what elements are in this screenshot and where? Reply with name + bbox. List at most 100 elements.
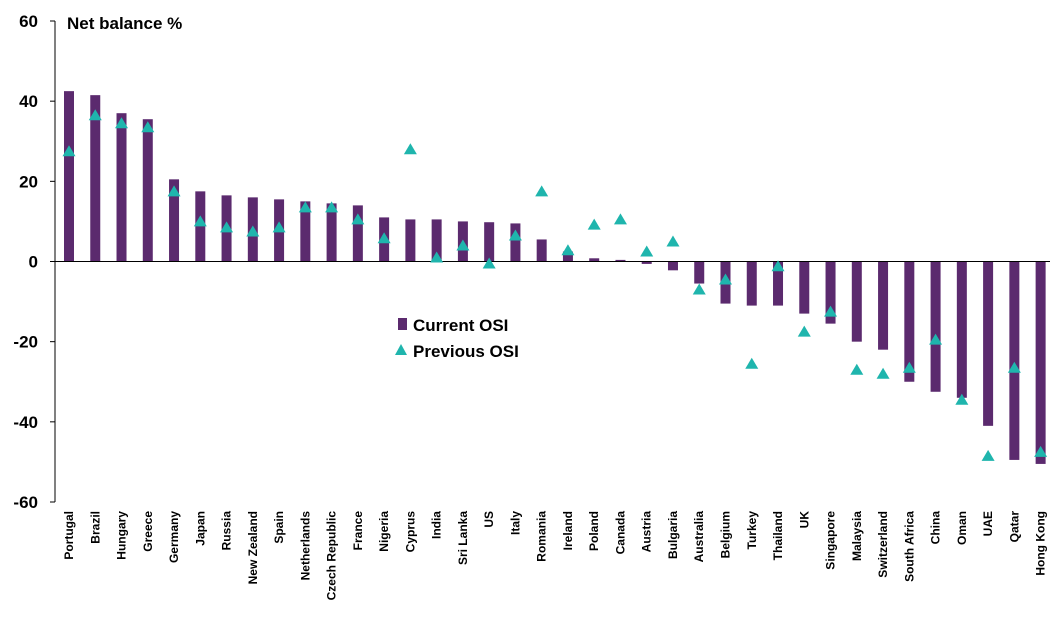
category-label: Cyprus: [403, 511, 417, 553]
marker-previous-osi: [876, 367, 890, 379]
marker-previous-osi: [902, 361, 916, 373]
marker-previous-osi: [719, 273, 732, 285]
bar-current-osi: [983, 261, 994, 426]
bar-current-osi: [64, 91, 74, 262]
category-label: Australia: [692, 511, 706, 563]
marker-previous-osi: [377, 232, 391, 244]
marker-previous-osi: [929, 333, 943, 345]
bar-current-osi: [1035, 261, 1046, 464]
marker-previous-osi: [62, 145, 76, 157]
category-label: China: [929, 511, 943, 545]
category-label: Greece: [141, 511, 155, 552]
previous-osi-markers: [62, 109, 1048, 461]
bar-current-osi: [195, 191, 206, 262]
category-label: Thailand: [771, 511, 785, 560]
bar-current-osi: [405, 219, 416, 262]
category-label: Oman: [955, 511, 969, 545]
legend-label-current: Current OSI: [413, 316, 508, 335]
category-label: Italy: [508, 511, 522, 535]
marker-previous-osi: [745, 357, 759, 369]
category-label: Portugal: [62, 511, 76, 560]
category-label: Canada: [613, 511, 627, 555]
category-label: Poland: [587, 511, 601, 551]
bar-current-osi: [930, 261, 941, 392]
bar-current-osi: [799, 261, 810, 314]
bar-current-osi: [746, 261, 757, 306]
bar-current-osi: [510, 223, 521, 262]
marker-previous-osi: [430, 251, 444, 263]
bar-current-osi: [878, 261, 889, 350]
marker-previous-osi: [692, 283, 706, 295]
bar-current-osi: [904, 261, 915, 382]
legend-label-previous: Previous OSI: [413, 342, 519, 361]
category-label: India: [430, 511, 444, 539]
category-label: Malaysia: [850, 511, 864, 561]
bar-current-osi: [431, 219, 442, 262]
marker-previous-osi: [88, 109, 102, 121]
category-label: UK: [797, 511, 811, 529]
y-tick-label: -60: [13, 493, 38, 512]
category-label: Austria: [640, 511, 654, 553]
category-label: Switzerland: [876, 511, 890, 578]
current-osi-bars: [64, 91, 1046, 464]
marker-previous-osi: [508, 229, 522, 241]
marker-previous-osi: [246, 225, 260, 237]
marker-previous-osi: [561, 244, 575, 256]
bar-current-osi: [773, 261, 784, 306]
marker-previous-osi: [955, 393, 969, 405]
category-label: Qatar: [1007, 511, 1021, 543]
category-label: Turkey: [745, 511, 759, 550]
marker-previous-osi: [456, 239, 470, 251]
category-label: Hong Kong: [1034, 511, 1048, 576]
category-label: Brazil: [88, 511, 102, 544]
category-label: Romania: [535, 511, 549, 562]
y-tick-label: 60: [19, 12, 38, 31]
bar-current-osi: [694, 261, 705, 284]
category-label: Russia: [220, 511, 234, 551]
bar-current-osi: [300, 201, 311, 262]
y-tick-label: 0: [29, 253, 38, 272]
category-label: Spain: [272, 511, 286, 544]
bar-current-osi: [956, 261, 967, 398]
category-label: South Africa: [902, 511, 916, 582]
category-label: Germany: [167, 511, 181, 563]
category-label: US: [482, 511, 496, 528]
marker-previous-osi: [666, 235, 680, 247]
marker-previous-osi: [1034, 445, 1048, 457]
marker-previous-osi: [167, 185, 181, 197]
bar-current-osi: [142, 119, 153, 262]
bar-current-osi: [562, 251, 573, 262]
bar-current-osi: [90, 95, 101, 262]
marker-previous-osi: [587, 218, 601, 230]
marker-previous-osi: [351, 213, 365, 225]
bar-current-osi: [667, 261, 678, 271]
y-tick-label: 40: [19, 92, 38, 111]
legend-swatch-current: [398, 318, 407, 330]
category-label: Czech Republic: [325, 511, 339, 601]
category-label: Nigeria: [377, 511, 391, 552]
bar-current-osi: [116, 113, 127, 262]
bar-current-osi: [851, 261, 862, 342]
marker-previous-osi: [535, 185, 549, 197]
marker-previous-osi: [1007, 361, 1021, 373]
marker-previous-osi: [403, 143, 417, 155]
category-label: Japan: [193, 511, 207, 546]
y-tick-label: 20: [19, 172, 38, 191]
bar-current-osi: [825, 261, 836, 324]
marker-previous-osi: [298, 201, 312, 213]
bar-current-osi: [641, 261, 652, 264]
legend: Current OSI Previous OSI: [395, 316, 519, 361]
legend-swatch-previous: [395, 344, 407, 355]
bar-current-osi: [169, 179, 180, 262]
marker-previous-osi: [272, 221, 286, 233]
y-axis-title: Net balance %: [67, 14, 182, 33]
category-label: France: [351, 511, 365, 551]
category-label: UAE: [981, 511, 995, 536]
marker-previous-osi: [141, 121, 155, 133]
category-label: Bulgaria: [666, 511, 680, 559]
category-label: Ireland: [561, 511, 575, 550]
bar-current-osi: [326, 203, 337, 262]
bar-current-osi: [589, 258, 600, 262]
marker-previous-osi: [850, 363, 864, 375]
